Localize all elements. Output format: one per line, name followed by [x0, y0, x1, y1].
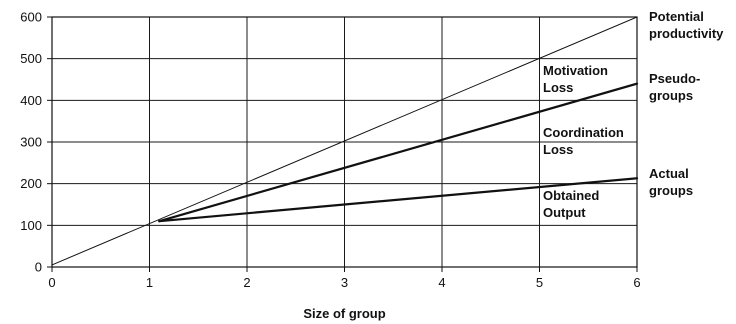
coordination-loss-annotation: Coordination Loss: [543, 125, 624, 157]
obtained-output-annotation-line: Output: [543, 205, 586, 220]
region-annotations: Motivation Loss Coordination Loss Obtained Ou…: [543, 63, 624, 220]
motivation-loss-annotation-line: Motivation: [543, 63, 608, 78]
coordination-loss-annotation-line: Loss: [543, 142, 573, 157]
y-tick-label: 300: [20, 135, 42, 150]
pseudo-groups-label-line: Pseudo-: [649, 71, 700, 86]
pseudo-groups-line: [158, 82, 639, 223]
obtained-output-annotation-line: Obtained: [543, 188, 599, 203]
obtained-output-annotation: Obtained Output: [543, 188, 599, 220]
series-labels: Potential productivityPseudo-groupsActual…: [649, 9, 724, 198]
pseudo-groups-label-line: groups: [649, 88, 693, 103]
x-tick-label: 5: [536, 275, 543, 290]
x-tick-label: 0: [48, 275, 55, 290]
actual-groups-label-line: groups: [649, 183, 693, 198]
tick-labels: 0 1 2 3 4 5 6 0 100 200 300 400 500 600: [20, 10, 640, 291]
motivation-loss-annotation-line: Loss: [543, 80, 573, 95]
x-tick-label: 6: [633, 275, 640, 290]
x-tick-label: 3: [341, 275, 348, 290]
potential-productivity-label-line: Potential: [649, 9, 704, 24]
y-tick-label: 0: [35, 260, 42, 275]
x-tick-label: 4: [438, 275, 445, 290]
potential-productivity-label: Potential productivity: [649, 9, 724, 41]
motivation-loss-annotation: Motivation Loss: [543, 63, 608, 95]
actual-groups-label: Actual groups: [649, 166, 693, 198]
potential-productivity-line: [51, 16, 638, 266]
x-tick-label: 2: [243, 275, 250, 290]
x-axis-label: Size of group: [303, 306, 385, 321]
series-lines: [51, 16, 639, 266]
coordination-loss-annotation-line: Coordination: [543, 125, 624, 140]
potential-productivity-label-line: productivity: [649, 26, 724, 41]
y-tick-label: 100: [20, 218, 42, 233]
y-tick-label: 200: [20, 176, 42, 191]
x-tick-label: 1: [146, 275, 153, 290]
axes: [47, 16, 638, 272]
pseudo-groups-label: Pseudo-groups: [649, 71, 700, 103]
y-tick-label: 500: [20, 51, 42, 66]
y-tick-label: 400: [20, 93, 42, 108]
actual-groups-line: [158, 177, 639, 223]
actual-groups-label-line: Actual: [649, 166, 689, 181]
y-tick-label: 600: [20, 10, 42, 25]
